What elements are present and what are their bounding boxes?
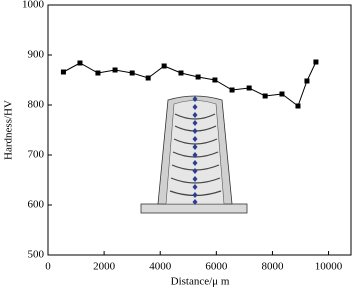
data-point bbox=[229, 87, 235, 93]
plot-frame bbox=[47, 4, 352, 256]
data-point bbox=[195, 74, 201, 80]
data-point bbox=[262, 93, 268, 99]
y-tick-label: 800 bbox=[28, 99, 45, 111]
x-tick-label: 10000 bbox=[315, 261, 343, 273]
data-point bbox=[129, 70, 135, 76]
data-point bbox=[95, 70, 101, 76]
data-point bbox=[279, 91, 285, 97]
data-point bbox=[295, 103, 301, 109]
data-point bbox=[112, 67, 118, 73]
x-tick-label: 4000 bbox=[149, 261, 172, 273]
data-point bbox=[246, 85, 252, 91]
y-tick-label: 900 bbox=[28, 49, 45, 61]
y-axis-label: Hardness/HV bbox=[3, 100, 15, 160]
x-tick-label: 0 bbox=[45, 261, 51, 273]
data-point bbox=[60, 69, 66, 75]
data-point bbox=[212, 77, 218, 83]
x-axis-label: Distance/μ m bbox=[171, 276, 230, 288]
data-point bbox=[313, 59, 319, 65]
y-tick-label: 500 bbox=[28, 249, 45, 261]
inset-diagram bbox=[140, 95, 248, 214]
x-tick-label: 6000 bbox=[205, 261, 228, 273]
y-tick-label: 1000 bbox=[22, 0, 45, 11]
data-point bbox=[178, 70, 184, 76]
data-point bbox=[77, 60, 83, 66]
data-point bbox=[304, 78, 310, 84]
x-tick-label: 2000 bbox=[93, 261, 116, 273]
data-point bbox=[161, 63, 167, 69]
y-tick-label: 600 bbox=[28, 199, 45, 211]
data-point bbox=[145, 75, 151, 81]
x-tick-label: 8000 bbox=[261, 261, 284, 273]
y-tick-label: 700 bbox=[28, 149, 45, 161]
